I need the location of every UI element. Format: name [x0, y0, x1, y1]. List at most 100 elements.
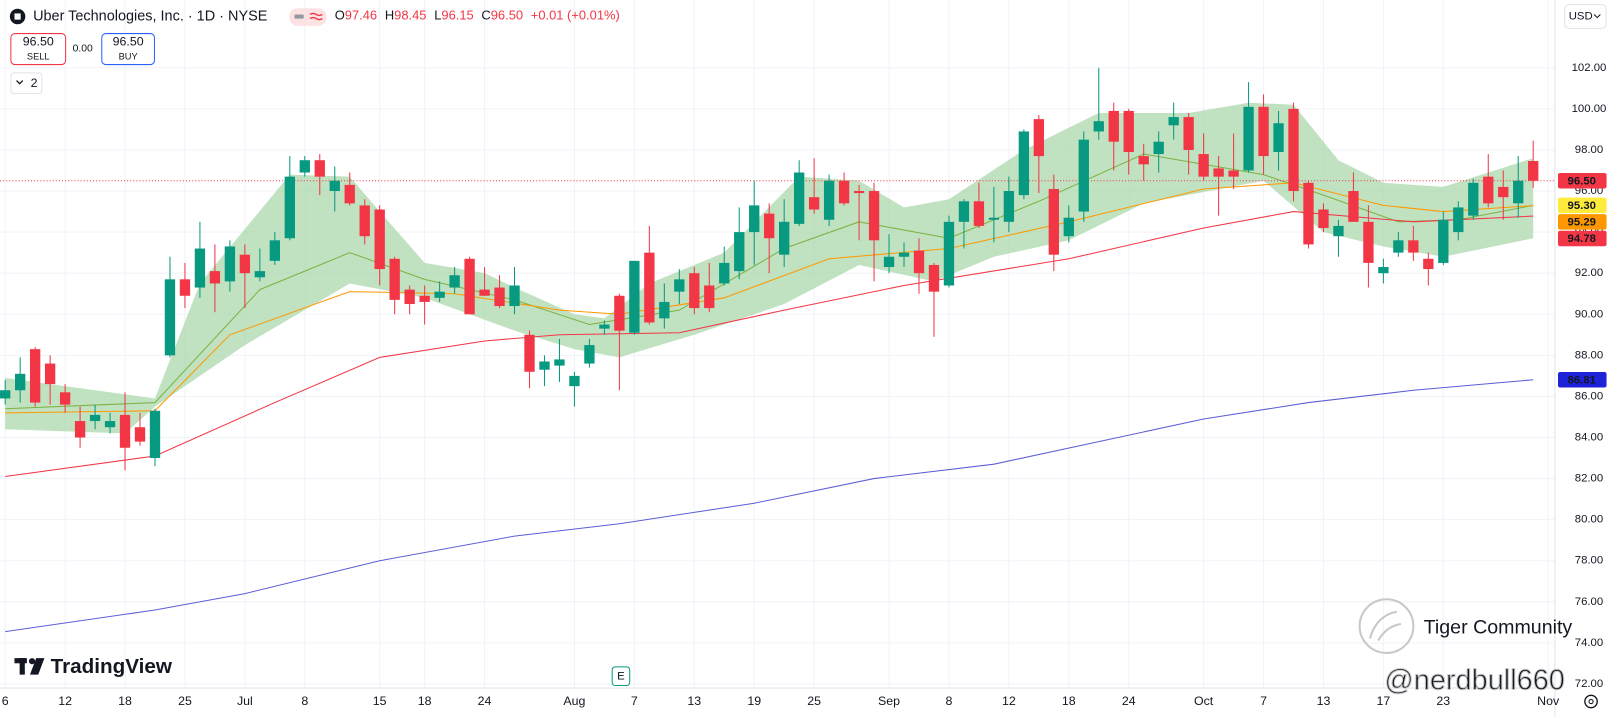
ohlc-value: 96.50 — [491, 8, 523, 23]
status-pill[interactable] — [289, 8, 327, 26]
price-badge — [1557, 197, 1607, 214]
candle-body — [224, 246, 236, 282]
x-tick-label: 17 — [1377, 694, 1391, 708]
candle-body — [524, 334, 535, 372]
candle-body — [734, 232, 745, 272]
candle-body — [1528, 161, 1539, 181]
status-icon — [309, 12, 323, 21]
y-tick-label: 78.00 — [1575, 555, 1603, 567]
candle-body — [958, 201, 970, 222]
candle-body — [29, 349, 41, 403]
ohlc-value: 97.46 — [345, 8, 377, 23]
candle-body — [389, 258, 400, 300]
candle-body — [599, 324, 610, 329]
ohlc-label: O — [335, 8, 345, 23]
candle-body — [808, 197, 820, 210]
candle-body — [1093, 121, 1104, 132]
indicator-line — [5, 153, 1534, 410]
candle-body — [614, 295, 625, 331]
candle-body — [1243, 106, 1254, 171]
candle-body — [823, 180, 835, 220]
logo-mark — [29, 658, 45, 675]
sell-price[interactable]: 96.50 — [23, 35, 54, 49]
settings-icon — [1588, 698, 1594, 705]
candle-body — [179, 279, 191, 296]
candle-body — [1273, 123, 1284, 152]
ohlc-legend: O97.46 H98.45 L96.15 C96.50 +0.01 (+0.01… — [335, 8, 620, 23]
logo-mark — [28, 658, 36, 665]
currency-button[interactable] — [1564, 4, 1607, 29]
plot-area — [0, 0, 1555, 689]
watermark-text: Tiger Community — [1424, 616, 1573, 638]
currency[interactable]: USD — [1569, 11, 1593, 23]
x-tick-label: 18 — [418, 694, 432, 708]
y-tick-label: 72.00 — [1575, 678, 1603, 690]
x-tick-label: Oct — [1194, 694, 1214, 708]
candle-body — [1078, 139, 1089, 212]
candle-body — [254, 271, 266, 278]
candle-body — [629, 260, 640, 333]
candle-body — [1453, 207, 1464, 233]
candle-body — [1033, 119, 1045, 157]
buy-label[interactable]: BUY — [119, 51, 138, 61]
candle-body — [838, 180, 850, 204]
price-badge — [1557, 372, 1607, 388]
candle-body — [74, 421, 86, 438]
indicator-count[interactable]: 2 — [31, 76, 38, 90]
y-tick-label: 84.00 — [1575, 431, 1603, 443]
candle-body — [1438, 219, 1449, 263]
sell-button[interactable] — [10, 33, 67, 66]
candle-body — [1213, 168, 1224, 177]
x-tick-label: 18 — [118, 694, 132, 708]
symbol-icon-inner — [14, 13, 21, 20]
earnings-label[interactable]: E — [617, 671, 625, 683]
y-tick-label: 100.00 — [1572, 103, 1607, 115]
candle-body — [374, 209, 385, 270]
candle-body — [1183, 117, 1194, 150]
candle-body — [1333, 225, 1344, 237]
candle-body — [479, 289, 490, 296]
price-badge-label: 95.29 — [1568, 216, 1596, 228]
candle-body — [404, 289, 415, 304]
candle-body — [344, 184, 355, 204]
x-tick-label: 15 — [373, 694, 387, 708]
candle-body — [988, 217, 1000, 220]
candle-body — [299, 160, 310, 173]
candle-body — [719, 262, 730, 284]
candle-body — [89, 414, 101, 422]
candle-body — [0, 390, 11, 399]
candle-body — [1348, 191, 1359, 222]
candle-body — [584, 345, 595, 364]
candle-body — [1123, 110, 1134, 152]
candle-body — [793, 172, 805, 224]
candle-body — [239, 254, 251, 274]
buy-price[interactable]: 96.50 — [113, 35, 144, 49]
x-tick-label: 25 — [178, 694, 192, 708]
candle-body — [284, 176, 295, 239]
candle-body — [749, 205, 760, 233]
candle-body — [1018, 131, 1030, 196]
candle-body — [1048, 188, 1059, 255]
buy-button[interactable] — [101, 33, 155, 66]
candle-body — [194, 248, 206, 288]
candle-body — [44, 363, 56, 385]
spread: 0.00 — [73, 43, 93, 54]
x-tick-label: 23 — [1436, 694, 1450, 708]
change: +0.01 (+0.01%) — [531, 8, 620, 23]
price-badge-label: 86.81 — [1568, 374, 1596, 386]
candle-body — [1288, 108, 1299, 192]
x-tick-label: 18 — [1062, 694, 1076, 708]
settings-icon[interactable] — [1584, 694, 1598, 709]
logo-mark — [19, 658, 25, 675]
candle-body — [104, 421, 116, 428]
sell-label[interactable]: SELL — [27, 51, 50, 61]
y-tick-label: 90.00 — [1575, 308, 1603, 320]
indicators-toggle[interactable] — [10, 72, 43, 95]
candle-body — [1363, 221, 1374, 263]
x-tick-label: Jul — [237, 694, 253, 708]
ohlc-label: L — [434, 8, 441, 23]
earnings-badge[interactable] — [611, 666, 631, 687]
y-tick-label: 74.00 — [1575, 637, 1603, 649]
candle-body — [14, 373, 26, 391]
